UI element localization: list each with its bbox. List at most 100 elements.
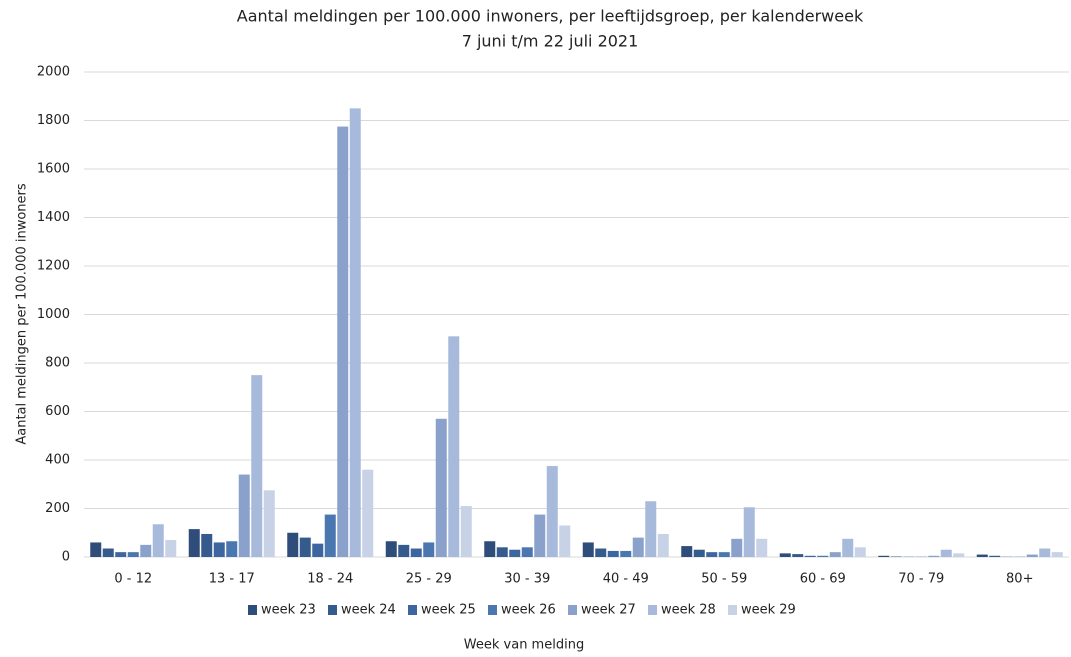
legend-label: week 25 <box>421 603 476 618</box>
bar <box>731 538 743 557</box>
y-tick-label: 400 <box>45 453 70 468</box>
bar <box>337 126 349 557</box>
legend-swatch <box>648 605 657 615</box>
bar <box>448 336 460 557</box>
bar <box>706 552 718 557</box>
bar <box>312 543 324 557</box>
bar <box>460 506 472 557</box>
bar <box>792 554 804 557</box>
bar <box>324 514 336 557</box>
bar <box>804 555 816 557</box>
bar <box>423 542 435 557</box>
bar <box>385 541 397 557</box>
bar <box>854 547 866 557</box>
bar <box>115 552 127 557</box>
y-tick-label: 600 <box>45 404 70 419</box>
bar <box>632 537 644 557</box>
legend-label: week 29 <box>741 603 796 618</box>
legend-swatch <box>728 605 737 615</box>
legend-swatch <box>248 605 257 615</box>
bar <box>238 474 250 557</box>
bar <box>976 554 988 557</box>
bar <box>620 550 632 557</box>
bar <box>693 549 705 557</box>
bar <box>559 525 571 557</box>
bar <box>140 544 152 557</box>
legend-swatch <box>488 605 497 615</box>
legend-label: week 27 <box>581 603 636 618</box>
y-tick-label: 1600 <box>37 162 70 177</box>
bar <box>496 547 508 557</box>
x-tick-label: 60 - 69 <box>800 572 846 587</box>
bar <box>349 108 361 557</box>
x-tick-label: 25 - 29 <box>406 572 452 587</box>
bar <box>595 548 607 557</box>
y-tick-label: 0 <box>62 550 70 565</box>
x-tick-label: 80+ <box>1006 572 1033 587</box>
bar <box>287 532 299 557</box>
bar <box>251 375 263 557</box>
bar <box>509 549 521 557</box>
bar <box>718 552 730 557</box>
legend-label: week 26 <box>501 603 556 618</box>
bar <box>362 469 374 557</box>
bar <box>188 529 200 557</box>
legend-swatch <box>328 605 337 615</box>
bar <box>127 552 139 557</box>
x-tick-label: 50 - 59 <box>701 572 747 587</box>
bar <box>607 550 619 557</box>
bar <box>940 549 952 557</box>
bar <box>657 533 669 557</box>
legend-label: week 24 <box>341 603 396 618</box>
bar <box>645 501 657 557</box>
bar <box>435 418 447 557</box>
legend-swatch <box>408 605 417 615</box>
bar <box>521 547 533 557</box>
y-tick-label: 1400 <box>37 210 70 225</box>
bar <box>410 548 422 557</box>
x-tick-label: 30 - 39 <box>504 572 550 587</box>
bar <box>1039 548 1051 557</box>
x-tick-label: 70 - 79 <box>898 572 944 587</box>
x-tick-label: 18 - 24 <box>307 572 353 587</box>
legend-swatch <box>568 605 577 615</box>
bar <box>299 537 311 557</box>
x-tick-label: 13 - 17 <box>209 572 255 587</box>
bar <box>201 533 213 557</box>
bar <box>953 553 965 557</box>
bar <box>743 507 755 557</box>
bar <box>829 552 841 557</box>
bar <box>842 538 854 557</box>
bar <box>534 514 546 557</box>
x-tick-label: 0 - 12 <box>114 572 152 587</box>
y-tick-label: 1800 <box>37 113 70 128</box>
bar <box>681 546 693 557</box>
bar <box>989 555 1001 557</box>
bar <box>582 542 594 557</box>
bar <box>1026 554 1038 557</box>
y-axis-label: Aantal meldingen per 100.000 inwoners <box>15 183 30 445</box>
x-tick-label: 40 - 49 <box>603 572 649 587</box>
bar <box>1051 552 1063 557</box>
bar <box>398 544 410 557</box>
y-tick-label: 800 <box>45 356 70 371</box>
bar <box>213 542 225 557</box>
bar <box>152 524 164 557</box>
bar <box>817 555 829 557</box>
bar <box>102 548 114 557</box>
bar <box>484 541 496 557</box>
bar <box>263 490 275 557</box>
bar <box>928 555 940 557</box>
bar <box>779 553 791 557</box>
bar <box>878 555 890 557</box>
bar <box>756 538 768 557</box>
bar <box>226 541 238 557</box>
bar <box>165 540 177 557</box>
legend-label: week 23 <box>261 603 316 618</box>
y-tick-label: 1000 <box>37 307 70 322</box>
legend-label: week 28 <box>661 603 716 618</box>
chart-subtitle: 7 juni t/m 22 juli 2021 <box>462 32 639 51</box>
chart-title: Aantal meldingen per 100.000 inwoners, p… <box>237 7 864 26</box>
bar <box>90 542 102 557</box>
x-axis-label: Week van melding <box>464 638 584 653</box>
